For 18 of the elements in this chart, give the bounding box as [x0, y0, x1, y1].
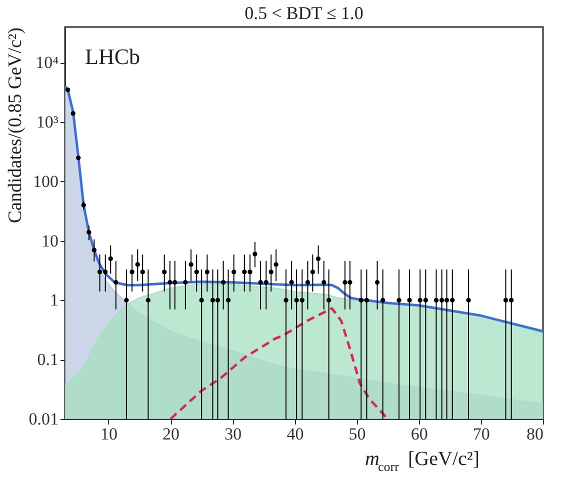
x-tick-label: 20 — [162, 424, 180, 444]
x-tick-label: 10 — [100, 424, 118, 444]
annotation: LHCb — [85, 44, 140, 69]
x-tick-label: 30 — [224, 424, 242, 444]
y-tick-label: 0.01 — [28, 410, 58, 428]
y-tick-label: 10³ — [36, 112, 58, 132]
y-tick-label: 10 — [42, 231, 58, 250]
y-tick-label: 100 — [33, 172, 58, 191]
chart-title: 0.5 < BDT ≤ 1.0 — [244, 3, 364, 23]
x-tick-label: 80 — [526, 424, 544, 444]
x-tick-label: 50 — [348, 424, 366, 444]
x-tick-label: 70 — [472, 424, 490, 444]
y-tick-label: 10⁴ — [36, 53, 59, 72]
x-tick-label: 40 — [286, 424, 304, 444]
y-tick-label: 0.1 — [37, 350, 58, 370]
y-tick-label: 1 — [50, 290, 58, 310]
x-tick-label: 60 — [410, 424, 428, 444]
y-axis-title: Candidates/(0.85 GeV/c²) — [4, 28, 26, 224]
